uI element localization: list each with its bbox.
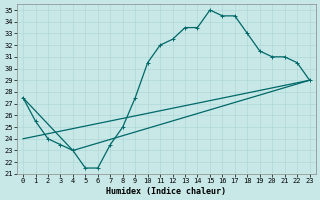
X-axis label: Humidex (Indice chaleur): Humidex (Indice chaleur)	[106, 187, 226, 196]
